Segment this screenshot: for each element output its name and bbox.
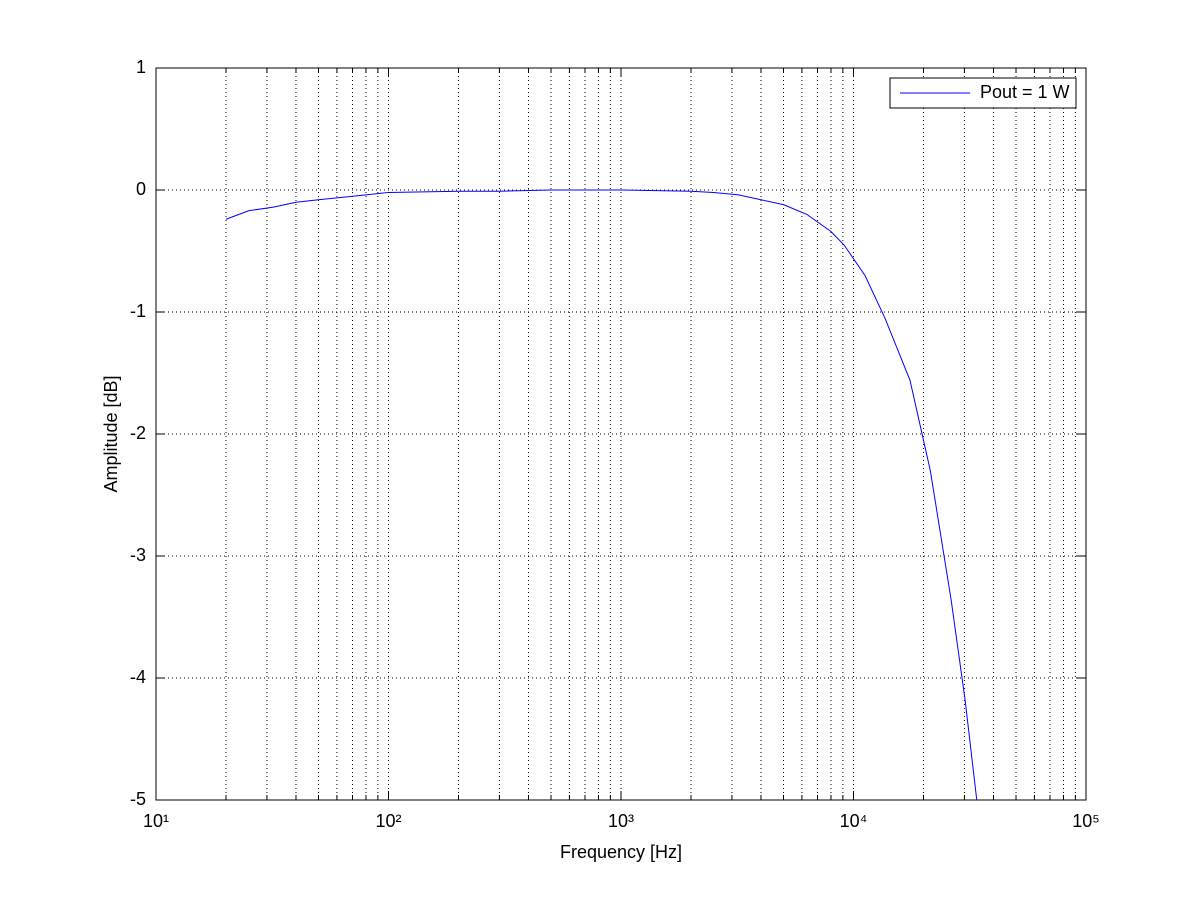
x-tick-label: 10² bbox=[375, 811, 401, 831]
legend-label: Pout = 1 W bbox=[980, 82, 1070, 102]
x-tick-label: 10⁵ bbox=[1072, 811, 1099, 831]
y-tick-label: -2 bbox=[130, 423, 146, 443]
y-tick-label: 0 bbox=[136, 179, 146, 199]
y-tick-label: -1 bbox=[130, 301, 146, 321]
data-line bbox=[225, 189, 978, 801]
axes-box bbox=[155, 67, 1087, 801]
y-tick-label: 1 bbox=[136, 57, 146, 77]
y-axis-label: Amplitude [dB] bbox=[101, 375, 121, 492]
x-axis-label: Frequency [Hz] bbox=[560, 842, 682, 862]
y-tick-label: -4 bbox=[130, 667, 146, 687]
x-tick-label: 10¹ bbox=[143, 811, 169, 831]
x-tick-label: 10³ bbox=[608, 811, 634, 831]
y-tick-label: -3 bbox=[130, 545, 146, 565]
y-tick-label: -5 bbox=[130, 789, 146, 809]
x-tick-label: 10⁴ bbox=[840, 811, 868, 831]
